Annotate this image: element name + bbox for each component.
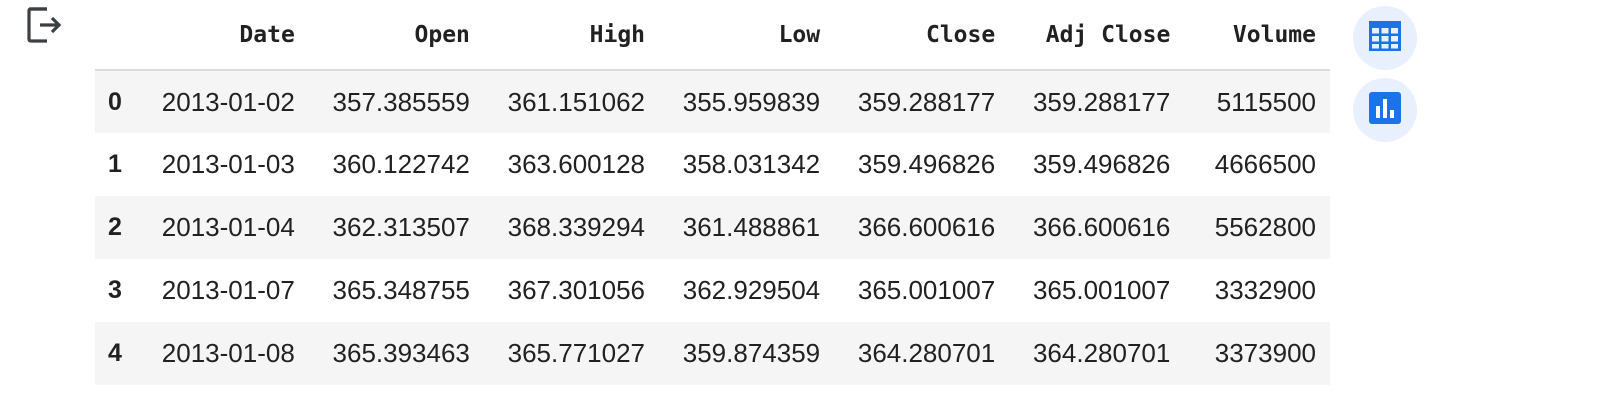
- cell-close: 366.600616: [857, 212, 996, 242]
- cell-open: 365.348755: [332, 275, 470, 305]
- table-row: 2 2013-01-04 362.313507 368.339294 361.4…: [95, 196, 1330, 259]
- bar-chart-icon: [1367, 90, 1403, 131]
- cell-high: 361.151062: [507, 86, 646, 117]
- table-body: 0 2013-01-02 357.385559 361.151062 355.9…: [95, 70, 1330, 385]
- table-row: 0 2013-01-02 357.385559 361.151062 355.9…: [95, 70, 1330, 133]
- table-row: 1 2013-01-03 360.122742 363.600128 358.0…: [95, 133, 1330, 196]
- cell-high: 365.771027: [507, 338, 646, 368]
- cell-adj-close: 366.600616: [1032, 212, 1171, 242]
- header-low: Low: [659, 0, 835, 71]
- cell-close: 365.001007: [857, 275, 996, 305]
- convert-to-interactive-table-button[interactable]: [1353, 6, 1417, 70]
- cell-high: 363.600128: [507, 149, 646, 179]
- cell-date: 2013-01-02: [161, 86, 295, 117]
- cell-open: 362.313507: [332, 212, 470, 242]
- cell-low: 355.959839: [682, 86, 821, 117]
- header-close: Close: [834, 0, 1010, 71]
- cell-date: 2013-01-08: [161, 338, 295, 368]
- cell-open: 357.385559: [332, 86, 470, 117]
- dataframe-output: Date Open High Low Close Adj Close Volum…: [95, 0, 1330, 385]
- header-row: Date Open High Low Close Adj Close Volum…: [95, 0, 1330, 71]
- cell-low: 359.874359: [682, 338, 821, 368]
- header-adj-close: Adj Close: [1009, 0, 1185, 71]
- header-high: High: [483, 0, 660, 71]
- cell-high: 367.301056: [507, 275, 646, 305]
- table-row: 4 2013-01-08 365.393463 365.771027 359.8…: [95, 322, 1330, 385]
- cell-open: 365.393463: [332, 338, 470, 368]
- row-index: 1: [108, 150, 122, 178]
- cell-close: 364.280701: [857, 338, 996, 368]
- cell-volume: 4666500: [1214, 149, 1316, 179]
- cell-date: 2013-01-04: [161, 212, 295, 242]
- cell-low: 361.488861: [682, 212, 821, 242]
- cell-adj-close: 365.001007: [1032, 275, 1171, 305]
- cell-close: 359.496826: [857, 149, 996, 179]
- cell-high: 368.339294: [507, 212, 646, 242]
- header-open: Open: [308, 0, 484, 71]
- row-index: 2: [108, 213, 122, 241]
- table-icon: [1367, 18, 1403, 59]
- table-header: Date Open High Low Close Adj Close Volum…: [95, 0, 1330, 71]
- header-volume: Volume: [1184, 0, 1330, 71]
- cell-low: 358.031342: [682, 149, 821, 179]
- cell-volume: 3332900: [1214, 275, 1316, 305]
- header-date: Date: [140, 0, 309, 71]
- row-index: 4: [108, 339, 122, 367]
- cell-adj-close: 364.280701: [1032, 338, 1171, 368]
- cell-open: 360.122742: [332, 149, 470, 179]
- cell-date: 2013-01-03: [161, 149, 295, 179]
- cell-adj-close: 359.496826: [1032, 149, 1171, 179]
- cell-volume: 5562800: [1214, 212, 1316, 242]
- row-index: 0: [108, 87, 122, 116]
- cell-volume: 5115500: [1216, 86, 1316, 117]
- suggest-charts-button[interactable]: [1353, 78, 1417, 142]
- cell-close: 359.288177: [857, 86, 996, 117]
- header-index: [95, 0, 141, 71]
- row-index: 3: [108, 276, 122, 304]
- dataframe-table: Date Open High Low Close Adj Close Volum…: [95, 0, 1330, 385]
- cell-low: 362.929504: [682, 275, 821, 305]
- cell-volume: 3373900: [1214, 338, 1316, 368]
- output-redirect-icon[interactable]: [24, 4, 66, 46]
- table-row: 3 2013-01-07 365.348755 367.301056 362.9…: [95, 259, 1330, 322]
- cell-adj-close: 359.288177: [1032, 86, 1171, 117]
- cell-date: 2013-01-07: [161, 275, 295, 305]
